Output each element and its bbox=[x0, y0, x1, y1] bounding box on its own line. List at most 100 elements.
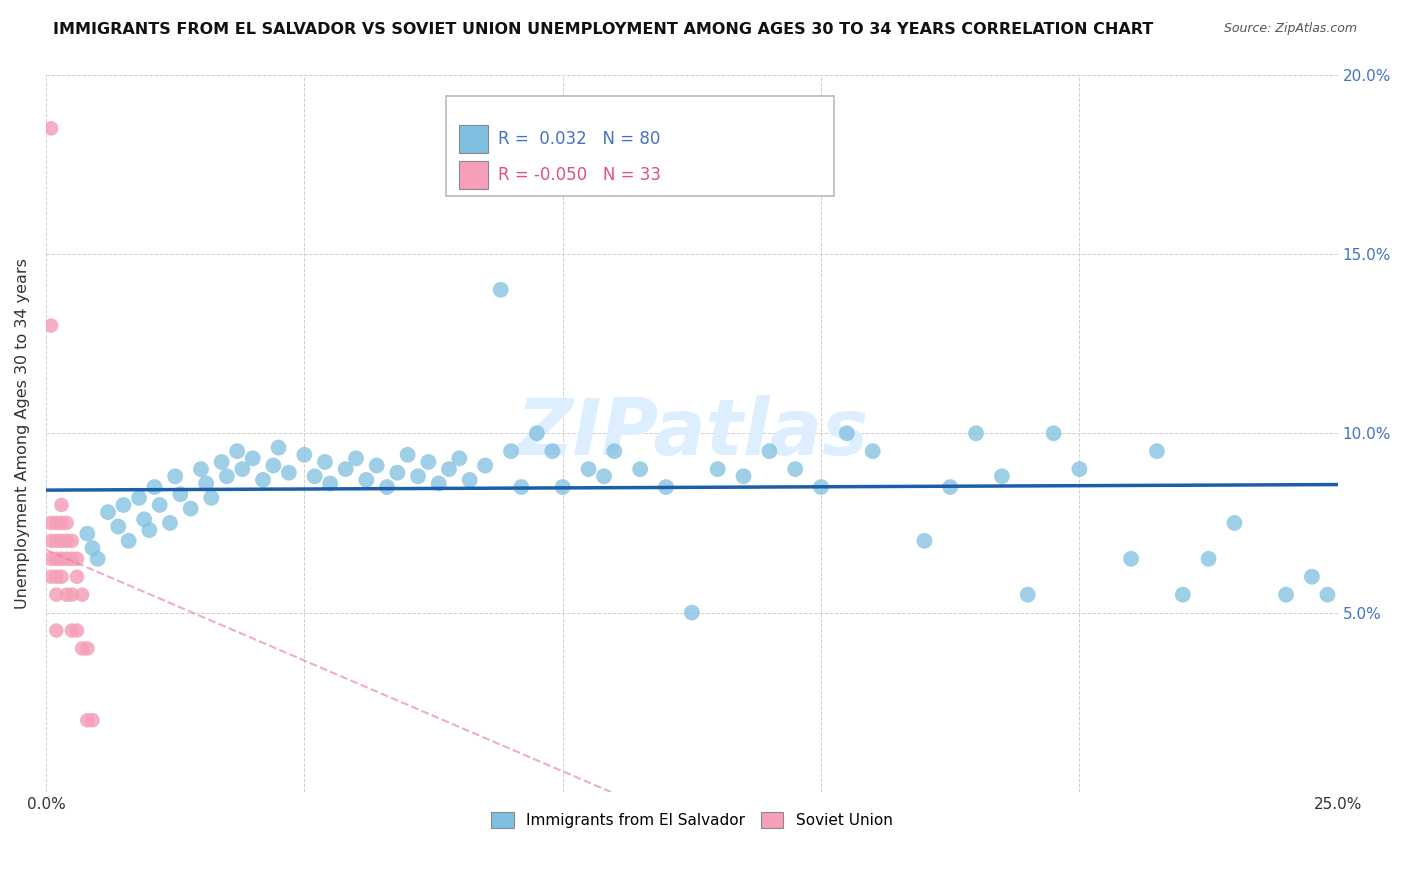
Point bbox=[1316, 588, 1339, 602]
Point bbox=[1017, 588, 1039, 602]
Point bbox=[628, 462, 651, 476]
Point bbox=[51, 498, 73, 512]
Point bbox=[437, 462, 460, 476]
Point bbox=[489, 283, 512, 297]
Point bbox=[82, 713, 104, 727]
FancyBboxPatch shape bbox=[460, 161, 488, 189]
Point bbox=[134, 512, 156, 526]
Point bbox=[60, 551, 83, 566]
Point bbox=[66, 551, 89, 566]
FancyBboxPatch shape bbox=[447, 96, 834, 196]
Point bbox=[344, 451, 367, 466]
Point bbox=[76, 526, 98, 541]
Point bbox=[406, 469, 429, 483]
Point bbox=[991, 469, 1014, 483]
Point bbox=[252, 473, 274, 487]
Point bbox=[45, 551, 67, 566]
Point bbox=[810, 480, 832, 494]
Point bbox=[39, 318, 62, 333]
Point bbox=[835, 426, 858, 441]
Point bbox=[143, 480, 166, 494]
Point bbox=[165, 469, 187, 483]
Point bbox=[277, 466, 299, 480]
Point bbox=[593, 469, 616, 483]
Point bbox=[418, 455, 440, 469]
Point bbox=[314, 455, 336, 469]
Point bbox=[603, 444, 626, 458]
Point bbox=[55, 516, 77, 530]
Point bbox=[66, 570, 89, 584]
Point bbox=[200, 491, 222, 505]
Point bbox=[939, 480, 962, 494]
Point bbox=[862, 444, 884, 458]
Point bbox=[396, 448, 419, 462]
Point bbox=[51, 551, 73, 566]
Point bbox=[965, 426, 987, 441]
Text: ZIPatlas: ZIPatlas bbox=[516, 395, 868, 471]
Point bbox=[1275, 588, 1298, 602]
Point bbox=[304, 469, 326, 483]
Point bbox=[159, 516, 181, 530]
Point bbox=[55, 588, 77, 602]
Point bbox=[387, 466, 409, 480]
FancyBboxPatch shape bbox=[460, 125, 488, 153]
Point bbox=[655, 480, 678, 494]
Point bbox=[195, 476, 218, 491]
Point bbox=[1146, 444, 1168, 458]
Legend: Immigrants from El Salvador, Soviet Union: Immigrants from El Salvador, Soviet Unio… bbox=[485, 806, 898, 835]
Point bbox=[242, 451, 264, 466]
Point bbox=[190, 462, 212, 476]
Point bbox=[292, 448, 315, 462]
Point bbox=[169, 487, 191, 501]
Point bbox=[1119, 551, 1142, 566]
Point bbox=[45, 624, 67, 638]
Point bbox=[267, 441, 290, 455]
Point bbox=[211, 455, 233, 469]
Point bbox=[60, 533, 83, 548]
Point bbox=[758, 444, 780, 458]
Point bbox=[1223, 516, 1246, 530]
Point bbox=[449, 451, 471, 466]
Point bbox=[51, 570, 73, 584]
Point bbox=[97, 505, 120, 519]
Text: R = -0.050   N = 33: R = -0.050 N = 33 bbox=[498, 166, 661, 184]
Point bbox=[499, 444, 522, 458]
Point bbox=[366, 458, 388, 473]
Point bbox=[70, 588, 93, 602]
Point bbox=[733, 469, 755, 483]
Point bbox=[474, 458, 496, 473]
Point bbox=[1042, 426, 1064, 441]
Point bbox=[526, 426, 548, 441]
Point bbox=[76, 641, 98, 656]
Point bbox=[51, 533, 73, 548]
Point bbox=[86, 551, 108, 566]
Point bbox=[319, 476, 342, 491]
Point bbox=[66, 624, 89, 638]
Point bbox=[55, 533, 77, 548]
Point bbox=[551, 480, 574, 494]
Point bbox=[128, 491, 150, 505]
Point bbox=[1301, 570, 1323, 584]
Point bbox=[45, 588, 67, 602]
Text: Source: ZipAtlas.com: Source: ZipAtlas.com bbox=[1223, 22, 1357, 36]
Y-axis label: Unemployment Among Ages 30 to 34 years: Unemployment Among Ages 30 to 34 years bbox=[15, 258, 30, 608]
Point bbox=[335, 462, 357, 476]
Point bbox=[578, 462, 600, 476]
Text: IMMIGRANTS FROM EL SALVADOR VS SOVIET UNION UNEMPLOYMENT AMONG AGES 30 TO 34 YEA: IMMIGRANTS FROM EL SALVADOR VS SOVIET UN… bbox=[53, 22, 1154, 37]
Point bbox=[45, 533, 67, 548]
Point bbox=[45, 516, 67, 530]
Point bbox=[1198, 551, 1220, 566]
Point bbox=[60, 624, 83, 638]
Point bbox=[912, 533, 935, 548]
Point bbox=[356, 473, 378, 487]
Point bbox=[226, 444, 249, 458]
Point bbox=[231, 462, 253, 476]
Point bbox=[39, 516, 62, 530]
Point bbox=[785, 462, 807, 476]
Point bbox=[180, 501, 202, 516]
Point bbox=[55, 551, 77, 566]
Text: R =  0.032   N = 80: R = 0.032 N = 80 bbox=[498, 130, 661, 148]
Point bbox=[149, 498, 172, 512]
Point bbox=[706, 462, 728, 476]
Point bbox=[510, 480, 533, 494]
